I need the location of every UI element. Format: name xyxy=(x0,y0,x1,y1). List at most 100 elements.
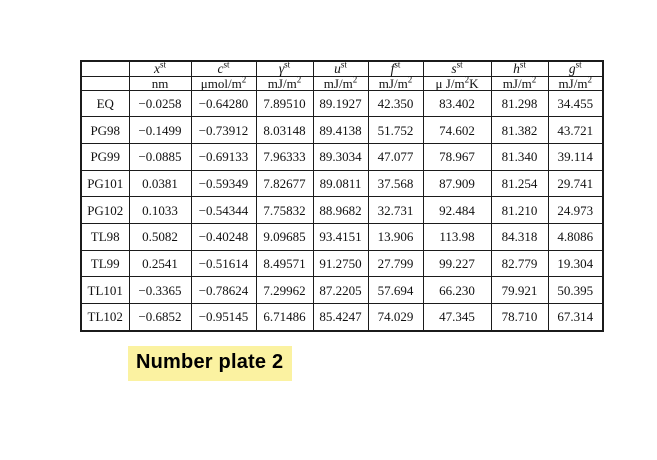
value-cell: 50.395 xyxy=(547,276,604,304)
value-cell: −0.0258 xyxy=(128,89,192,118)
value-cell: −0.59349 xyxy=(190,169,257,198)
row-label-TL99: TL99 xyxy=(80,249,130,278)
row-label-PG99: PG99 xyxy=(80,142,130,171)
table-row-TL98: TL98 0.5082 −0.40248 9.09685 93.4151 13.906 11… xyxy=(80,222,604,251)
column-header-x: xst xyxy=(128,60,192,77)
unit-cell-0: nm xyxy=(128,75,192,91)
value-cell: 83.402 xyxy=(422,89,492,118)
value-cell: 47.077 xyxy=(367,142,424,171)
units-corner-cell xyxy=(80,75,130,91)
value-cell: 9.09685 xyxy=(255,222,314,251)
value-cell: −0.69133 xyxy=(190,142,257,171)
value-cell: 66.230 xyxy=(422,276,492,304)
variable-header-row: xst cst γst ust fst sst hst gst xyxy=(80,60,604,77)
row-label-PG101: PG101 xyxy=(80,169,130,198)
table-body: EQ −0.0258 −0.64280 7.89510 89.1927 42.350 83.… xyxy=(80,89,604,332)
value-cell: 32.731 xyxy=(367,196,424,224)
value-cell: −0.95145 xyxy=(190,302,257,332)
value-cell: 0.5082 xyxy=(128,222,192,251)
value-cell: 8.03148 xyxy=(255,116,314,144)
units-header-row: nm μmol/m2 mJ/m2 mJ/m2 mJ/m2 μ J/m2K mJ/m2 mJ/m… xyxy=(80,75,604,91)
row-label-TL101: TL101 xyxy=(80,276,130,304)
value-cell: 42.350 xyxy=(367,89,424,118)
unit-cell-4: mJ/m2 xyxy=(367,75,424,91)
value-cell: 34.455 xyxy=(547,89,604,118)
unit-cell-7: mJ/m2 xyxy=(547,75,604,91)
value-cell: −0.3365 xyxy=(128,276,192,304)
unit-cell-2: mJ/m2 xyxy=(255,75,314,91)
value-cell: 57.694 xyxy=(367,276,424,304)
value-cell: 39.114 xyxy=(547,142,604,171)
value-cell: −0.73912 xyxy=(190,116,257,144)
column-header-u: ust xyxy=(312,60,369,77)
value-cell: 78.710 xyxy=(490,302,549,332)
value-cell: 7.89510 xyxy=(255,89,314,118)
value-cell: 4.8086 xyxy=(547,222,604,251)
value-cell: 29.741 xyxy=(547,169,604,198)
row-label-PG98: PG98 xyxy=(80,116,130,144)
value-cell: 81.340 xyxy=(490,142,549,171)
value-cell: 88.9682 xyxy=(312,196,369,224)
value-cell: 91.2750 xyxy=(312,249,369,278)
value-cell: −0.6852 xyxy=(128,302,192,332)
table-row-PG101: PG101 0.0381 −0.59349 7.82677 89.0811 37.568 8… xyxy=(80,169,604,198)
table-row-PG102: PG102 0.1033 −0.54344 7.75832 88.9682 32.731 9… xyxy=(80,196,604,224)
row-label-PG102: PG102 xyxy=(80,196,130,224)
table-row-EQ: EQ −0.0258 −0.64280 7.89510 89.1927 42.350 83.… xyxy=(80,89,604,118)
unit-cell-5: μ J/m2K xyxy=(422,75,492,91)
value-cell: 89.3034 xyxy=(312,142,369,171)
value-cell: 87.909 xyxy=(422,169,492,198)
value-cell: 6.71486 xyxy=(255,302,314,332)
highlighted-caption: Number plate 2 xyxy=(128,346,293,381)
value-cell: 89.1927 xyxy=(312,89,369,118)
value-cell: 99.227 xyxy=(422,249,492,278)
value-cell: 78.967 xyxy=(422,142,492,171)
value-cell: 0.2541 xyxy=(128,249,192,278)
column-header-h: hst xyxy=(490,60,549,77)
value-cell: 7.75832 xyxy=(255,196,314,224)
value-cell: 8.49571 xyxy=(255,249,314,278)
value-cell: 81.210 xyxy=(490,196,549,224)
value-cell: 7.29962 xyxy=(255,276,314,304)
value-cell: 27.799 xyxy=(367,249,424,278)
value-cell: 7.82677 xyxy=(255,169,314,198)
value-cell: 113.98 xyxy=(422,222,492,251)
value-cell: 81.298 xyxy=(490,89,549,118)
unit-cell-1: μmol/m2 xyxy=(190,75,257,91)
column-header-f: fst xyxy=(367,60,424,77)
column-header-c: cst xyxy=(190,60,257,77)
value-cell: 81.254 xyxy=(490,169,549,198)
value-cell: 79.921 xyxy=(490,276,549,304)
value-cell: −0.51614 xyxy=(190,249,257,278)
value-cell: 13.906 xyxy=(367,222,424,251)
table-row-PG98: PG98 −0.1499 −0.73912 8.03148 89.4138 51.752 7… xyxy=(80,116,604,144)
table-row-TL99: TL99 0.2541 −0.51614 8.49571 91.2750 27.799 99… xyxy=(80,249,604,278)
value-cell: 43.721 xyxy=(547,116,604,144)
value-cell: 0.0381 xyxy=(128,169,192,198)
value-cell: −0.78624 xyxy=(190,276,257,304)
table-head: xst cst γst ust fst sst hst gst nm μmol/m2 mJ/m2 mJ… xyxy=(80,60,604,91)
value-cell: 89.0811 xyxy=(312,169,369,198)
column-header-s: sst xyxy=(422,60,492,77)
value-cell: −0.40248 xyxy=(190,222,257,251)
table-row-TL101: TL101 −0.3365 −0.78624 7.29962 87.2205 57.694… xyxy=(80,276,604,304)
value-cell: 82.779 xyxy=(490,249,549,278)
value-cell: 87.2205 xyxy=(312,276,369,304)
value-cell: −0.1499 xyxy=(128,116,192,144)
value-cell: 0.1033 xyxy=(128,196,192,224)
row-label-TL102: TL102 xyxy=(80,302,130,332)
value-cell: −0.64280 xyxy=(190,89,257,118)
unit-cell-6: mJ/m2 xyxy=(490,75,549,91)
value-cell: 7.96333 xyxy=(255,142,314,171)
value-cell: −0.54344 xyxy=(190,196,257,224)
value-cell: 19.304 xyxy=(547,249,604,278)
unit-cell-3: mJ/m2 xyxy=(312,75,369,91)
value-cell: 89.4138 xyxy=(312,116,369,144)
column-header-g: gst xyxy=(547,60,604,77)
value-cell: 81.382 xyxy=(490,116,549,144)
column-header-γ: γst xyxy=(255,60,314,77)
table-row-PG99: PG99 −0.0885 −0.69133 7.96333 89.3034 47.077 7… xyxy=(80,142,604,171)
value-cell: 74.602 xyxy=(422,116,492,144)
value-cell: 74.029 xyxy=(367,302,424,332)
